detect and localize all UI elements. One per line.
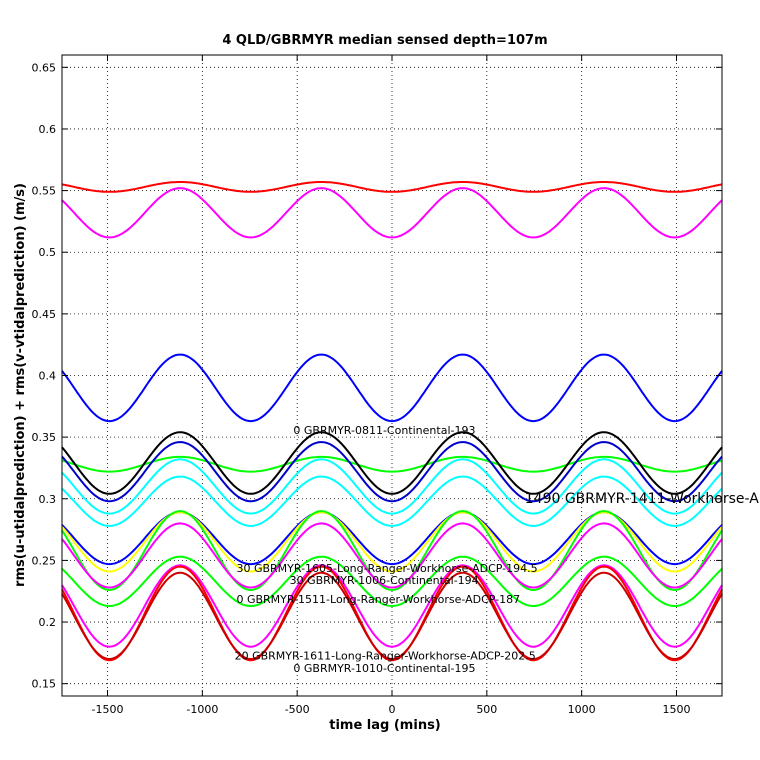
series-annotation-2: 1490 GBRMYR-1411-Workhorse-A bbox=[525, 491, 760, 507]
series-line-3 bbox=[61, 353, 723, 423]
y-tick-label: 0.65 bbox=[32, 61, 57, 74]
series-line-6 bbox=[61, 441, 723, 503]
series-annotation-4: 30 GBRMYR-1006-Continental-194 bbox=[290, 574, 479, 587]
x-tick-label: -1000 bbox=[186, 703, 218, 716]
x-tick-label: 1000 bbox=[568, 703, 596, 716]
y-tick-label: 0.35 bbox=[32, 431, 57, 444]
series-line-8 bbox=[61, 475, 723, 527]
x-tick-label: 500 bbox=[476, 703, 497, 716]
series-line-12 bbox=[61, 522, 723, 589]
annotations: 0 GBRMYR-0811-Continental-193 1490 GBRMYR… bbox=[235, 424, 760, 675]
x-tick-label: 0 bbox=[389, 703, 396, 716]
series-line-14 bbox=[61, 564, 723, 648]
series-annotation-1: 0 GBRMYR-0811-Continental-193 bbox=[293, 424, 475, 437]
series-annotation-5: 0 GBRMYR-1511-Long-Ranger-Workhorse-ADCP… bbox=[236, 593, 520, 606]
y-tick-label: 0.6 bbox=[39, 123, 57, 136]
chart-title: 4 QLD/GBRMYR median sensed depth=107m bbox=[222, 33, 547, 48]
y-axis-label: rms(u-utidalprediction) + rms(v-vtidalpr… bbox=[13, 183, 28, 587]
series-annotation-7: 0 GBRMYR-1010-Continental-195 bbox=[293, 662, 475, 675]
series-line-4 bbox=[61, 455, 723, 473]
series-line-11 bbox=[61, 510, 723, 592]
grid bbox=[62, 55, 722, 696]
ticks: -1500 -1000 -500 0 500 1000 1500 0.15 0.2 0.25 0.3… bbox=[32, 55, 722, 716]
y-tick-label: 0.5 bbox=[39, 246, 57, 259]
series-annotation-6: 20 GBRMYR-1611-Long-Ranger-Workhorse-ADC… bbox=[235, 650, 536, 663]
series-line-5 bbox=[61, 431, 723, 495]
x-axis-label: time lag (mins) bbox=[329, 718, 441, 733]
x-tick-label: 1500 bbox=[662, 703, 690, 716]
series-annotation-3: 30 GBRMYR-1605-Long-Ranger-Workhorse-ADC… bbox=[236, 562, 537, 575]
series-line-16 bbox=[61, 571, 723, 661]
y-tick-label: 0.55 bbox=[32, 185, 57, 198]
series-group bbox=[61, 181, 723, 662]
x-tick-label: -500 bbox=[285, 703, 310, 716]
y-tick-label: 0.15 bbox=[32, 678, 57, 691]
x-tick-label: -1500 bbox=[92, 703, 124, 716]
y-tick-label: 0.4 bbox=[39, 370, 57, 383]
y-tick-label: 0.25 bbox=[32, 554, 57, 567]
series-line-15 bbox=[61, 565, 723, 662]
y-tick-label: 0.3 bbox=[39, 493, 57, 506]
y-tick-label: 0.2 bbox=[39, 616, 57, 629]
series-line-13 bbox=[61, 555, 723, 608]
series-line-1 bbox=[61, 181, 723, 193]
y-tick-label: 0.45 bbox=[32, 308, 57, 321]
series-line-2 bbox=[61, 187, 723, 239]
series-line-7 bbox=[61, 458, 723, 515]
